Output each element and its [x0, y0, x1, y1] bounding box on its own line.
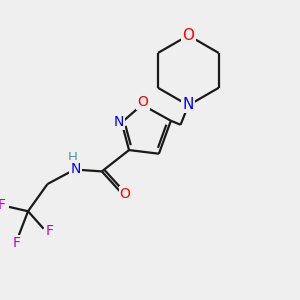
Text: F: F [0, 198, 6, 212]
Text: N: N [113, 115, 124, 128]
Text: F: F [45, 224, 53, 238]
Text: O: O [138, 95, 148, 109]
Text: H: H [68, 151, 78, 164]
Text: N: N [183, 97, 194, 112]
Text: N: N [70, 161, 81, 176]
Text: F: F [12, 236, 20, 250]
Text: O: O [182, 28, 194, 43]
Text: O: O [120, 187, 130, 201]
